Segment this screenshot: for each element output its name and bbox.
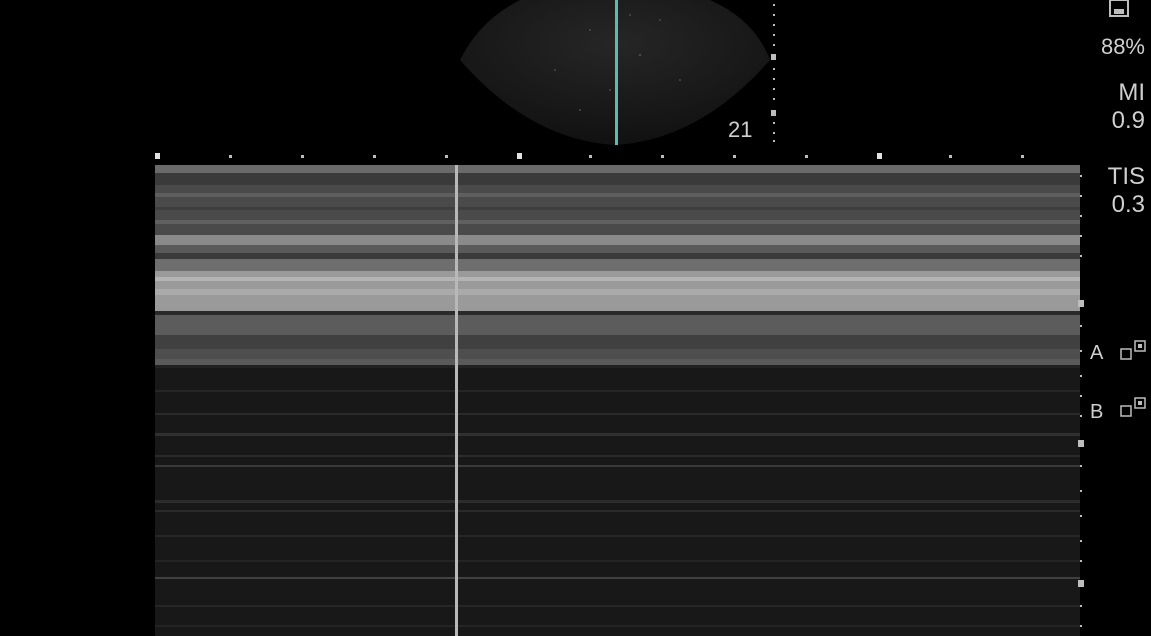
- bmode-depth-scale: [771, 4, 776, 142]
- mmode-trace-image: [155, 165, 1080, 636]
- focal-marker-icon[interactable]: [1120, 397, 1146, 419]
- time-scale-ticks: [155, 152, 1080, 164]
- depth-label: 21: [728, 117, 753, 142]
- focal-zone-a-label: A: [1090, 342, 1104, 364]
- mmode-beam-line[interactable]: [615, 0, 618, 145]
- tis-label: TIS: [1107, 163, 1145, 190]
- storage-percent: 88%: [1100, 34, 1145, 59]
- time-cursor-line[interactable]: [455, 165, 458, 636]
- freeze-icon: [1109, 0, 1129, 17]
- mmode-depth-scale: [1078, 175, 1084, 627]
- focal-marker-icon[interactable]: [1120, 340, 1146, 362]
- mi-label: MI: [1118, 79, 1145, 106]
- mi-value: 0.9: [1111, 107, 1145, 134]
- focal-zone-b-label: B: [1090, 401, 1104, 423]
- tis-value: 0.3: [1111, 191, 1145, 218]
